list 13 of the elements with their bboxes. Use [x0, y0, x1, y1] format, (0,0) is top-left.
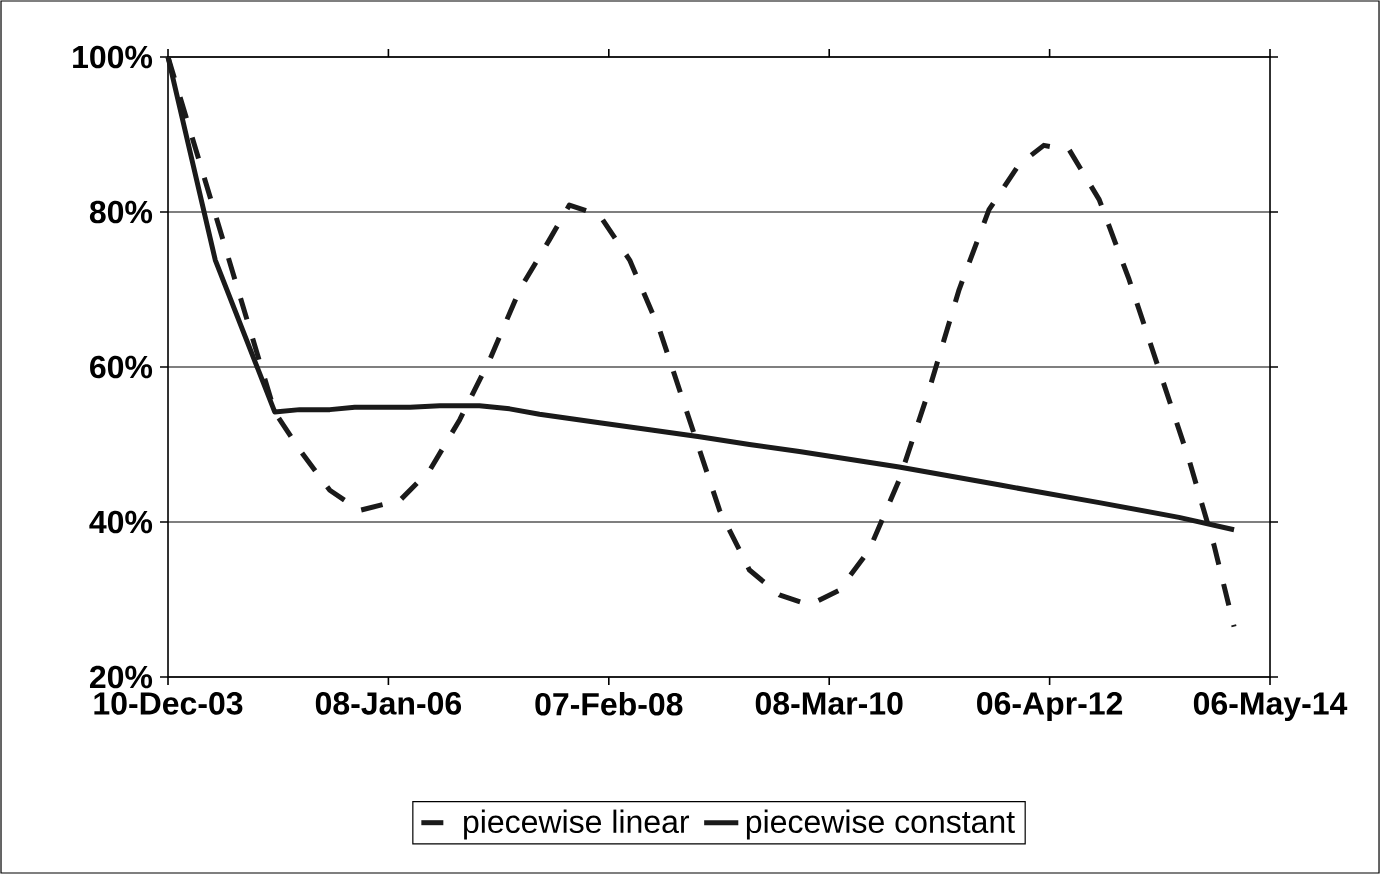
- x-tick-label: 10-Dec-03: [94, 692, 243, 715]
- x-tick-label: 06-May-14: [1193, 692, 1348, 722]
- x-tick-label: 08-Jan-06: [315, 692, 462, 715]
- x-tick-label: 06-Apr-12: [977, 692, 1123, 722]
- legend-label: piecewise constant: [746, 809, 1015, 840]
- y-tick-label: 20%: [89, 665, 153, 689]
- y-tick-label: 60%: [90, 355, 153, 379]
- y-tick-label: 40%: [89, 510, 153, 534]
- legend-label: piecewise linear: [464, 809, 690, 840]
- x-tick-label: 08-Mar-10: [755, 692, 903, 715]
- y-tick-label: 80%: [89, 200, 153, 224]
- y-tick-label: 100%: [73, 45, 153, 69]
- x-tick-label: 07-Feb-08: [535, 692, 683, 716]
